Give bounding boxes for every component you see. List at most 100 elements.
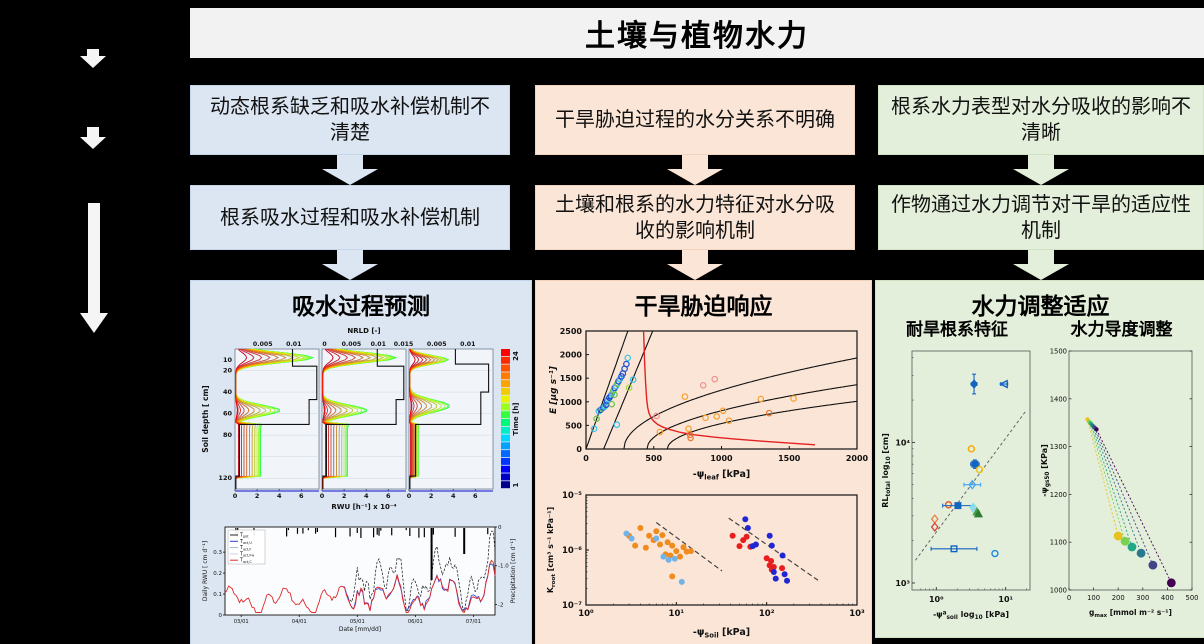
- svg-text:10¹: 10¹: [998, 595, 1013, 604]
- svg-text:1500: 1500: [560, 374, 583, 383]
- subhead-conductance: 水力导度调整: [1070, 320, 1173, 339]
- svg-text:4: 4: [451, 492, 456, 500]
- svg-text:-ψasoil log10 [kPa]: -ψasoil log10 [kPa]: [933, 610, 1009, 621]
- svg-text:NRLD [-]: NRLD [-]: [347, 327, 380, 335]
- svg-text:-ψleaf [kPa]: -ψleaf [kPa]: [693, 469, 751, 481]
- svg-text:10⁻⁵: 10⁻⁵: [562, 491, 582, 501]
- svg-text:1500: 1500: [778, 454, 801, 463]
- svg-text:2000: 2000: [846, 454, 869, 463]
- svg-text:0: 0: [322, 341, 327, 348]
- svg-text:0.01: 0.01: [460, 341, 475, 348]
- svg-text:0.005: 0.005: [427, 341, 447, 348]
- down-arrow-icon: [667, 250, 723, 280]
- down-arrow-icon: [1013, 155, 1069, 185]
- svg-text:24: 24: [512, 351, 520, 361]
- svg-text:500: 500: [1186, 594, 1199, 602]
- svg-text:1000: 1000: [560, 398, 583, 407]
- mechanism-box-2: 土壤和根系的水力特征对水分吸收的影响机制: [535, 185, 855, 250]
- svg-text:10⁻⁶: 10⁻⁶: [562, 546, 582, 556]
- svg-text:0.01: 0.01: [371, 341, 386, 348]
- panel-title-2: 干旱胁迫响应: [634, 293, 773, 319]
- svg-text:1000: 1000: [1050, 587, 1067, 595]
- down-arrow-icon: [80, 203, 108, 333]
- svg-text:6: 6: [473, 492, 478, 500]
- svg-text:0.2: 0.2: [213, 571, 222, 577]
- svg-text:2: 2: [342, 492, 347, 500]
- svg-text:04/01: 04/01: [292, 619, 307, 625]
- svg-text:Tact,F: Tact,F: [239, 545, 251, 551]
- svg-text:20: 20: [223, 367, 233, 375]
- svg-text:03/01: 03/01: [234, 619, 249, 625]
- svg-text:1100: 1100: [1050, 539, 1067, 547]
- svg-text:Soil depth [ cm]: Soil depth [ cm]: [201, 385, 210, 452]
- svg-text:300: 300: [1136, 594, 1149, 602]
- svg-text:0: 0: [1067, 594, 1071, 602]
- problem-box-2: 干旱胁迫过程的水分关系不明确: [535, 85, 855, 155]
- svg-text:-ψgs50 [KPa]: -ψgs50 [KPa]: [1040, 444, 1051, 497]
- svg-text:Tact,Fw: Tact,Fw: [239, 551, 254, 557]
- result-panel-1: 吸水过程预测 NRLD [-] 10 20 40 60 80 120 Soil depth […: [190, 280, 532, 644]
- svg-text:0.3: 0.3: [213, 550, 222, 556]
- svg-text:-ψSoil [kPa]: -ψSoil [kPa]: [693, 627, 750, 639]
- svg-text:500: 500: [645, 454, 662, 463]
- svg-text:0: 0: [583, 454, 589, 463]
- svg-text:06/01: 06/01: [408, 619, 423, 625]
- svg-text:RLtotal log10 [cm]: RLtotal log10 [cm]: [881, 433, 892, 508]
- svg-text:0.005: 0.005: [253, 341, 273, 348]
- svg-text:Precipitation [cm d⁻¹]: Precipitation [cm d⁻¹]: [510, 539, 517, 604]
- svg-text:0: 0: [219, 613, 223, 619]
- svg-text:-1.0: -1.0: [498, 564, 509, 570]
- svg-text:10: 10: [223, 356, 233, 364]
- conductance-chart: 0 100 200 300 400 500 1000 1100 1200 1300 1400 1500…: [1040, 348, 1199, 619]
- svg-text:1500: 1500: [1050, 348, 1067, 356]
- svg-text:60: 60: [223, 410, 233, 418]
- page-title: 土壤与植物水力: [585, 20, 809, 53]
- svg-text:Time [h]: Time [h]: [512, 402, 520, 435]
- kroot-chart: 10⁰ 10¹ 10² 10³ 10⁻⁵ 10⁻⁶ 10⁻⁷ -ψSoil [kPa] Kroo…: [546, 491, 865, 639]
- down-arrow-icon: [80, 49, 106, 68]
- svg-text:0.01: 0.01: [286, 341, 301, 348]
- down-arrow-icon: [322, 155, 378, 185]
- svg-text:10⁰: 10⁰: [929, 595, 944, 604]
- svg-text:05/01: 05/01: [350, 619, 365, 625]
- svg-text:0.015: 0.015: [394, 341, 414, 348]
- flow-arrows: [80, 49, 108, 333]
- svg-text:10¹: 10¹: [669, 609, 685, 619]
- svg-text:2500: 2500: [560, 327, 583, 336]
- svg-text:10⁴: 10⁴: [895, 438, 910, 447]
- svg-text:0.1: 0.1: [213, 592, 222, 598]
- svg-text:1200: 1200: [1050, 491, 1067, 499]
- svg-text:40: 40: [223, 388, 233, 396]
- down-arrow-icon: [322, 250, 378, 280]
- svg-text:6: 6: [386, 492, 391, 500]
- svg-text:80: 80: [223, 431, 233, 439]
- svg-text:2000: 2000: [560, 351, 583, 360]
- down-arrow-icon: [667, 155, 723, 185]
- svg-text:4: 4: [364, 492, 369, 500]
- svg-text:0: 0: [407, 492, 412, 500]
- result-panel-3: 水力调整适应 耐旱根系特征 水力导度调整 10⁰ 10¹ 10³ 10⁴ -ψasoil…: [875, 280, 1204, 638]
- panel-title-1: 吸水过程预测: [292, 293, 430, 319]
- svg-text:E [μg s⁻¹]: E [μg s⁻¹]: [549, 365, 559, 414]
- svg-text:Daily RWU [ cm d⁻¹]: Daily RWU [ cm d⁻¹]: [202, 541, 209, 601]
- svg-text:0: 0: [498, 525, 502, 531]
- svg-text:500: 500: [565, 421, 582, 430]
- problem-box-1: 动态根系缺乏和吸水补偿机制不清楚: [190, 85, 510, 155]
- svg-text:1000: 1000: [710, 454, 733, 463]
- svg-text:2: 2: [429, 492, 434, 500]
- svg-text:-2: -2: [498, 602, 503, 608]
- svg-text:6: 6: [299, 492, 304, 500]
- svg-text:0: 0: [576, 445, 582, 454]
- root-traits-chart: 10⁰ 10¹ 10³ 10⁴ -ψasoil log10 [kPa] RLtotal l…: [881, 350, 1031, 621]
- svg-text:10²: 10²: [759, 609, 775, 619]
- svg-text:Kroot [cm³ s⁻¹ kPa⁻¹]: Kroot [cm³ s⁻¹ kPa⁻¹]: [546, 507, 557, 593]
- panel-title-3: 水力调整适应: [971, 293, 1110, 319]
- svg-text:RWU [h⁻¹] x 10⁻⁴: RWU [h⁻¹] x 10⁻⁴: [331, 503, 396, 511]
- svg-text:0: 0: [320, 492, 325, 500]
- svg-text:07/01: 07/01: [466, 619, 481, 625]
- svg-text:120: 120: [218, 474, 232, 482]
- svg-text:Date [mm/dd]: Date [mm/dd]: [339, 626, 381, 633]
- svg-text:1: 1: [512, 482, 520, 487]
